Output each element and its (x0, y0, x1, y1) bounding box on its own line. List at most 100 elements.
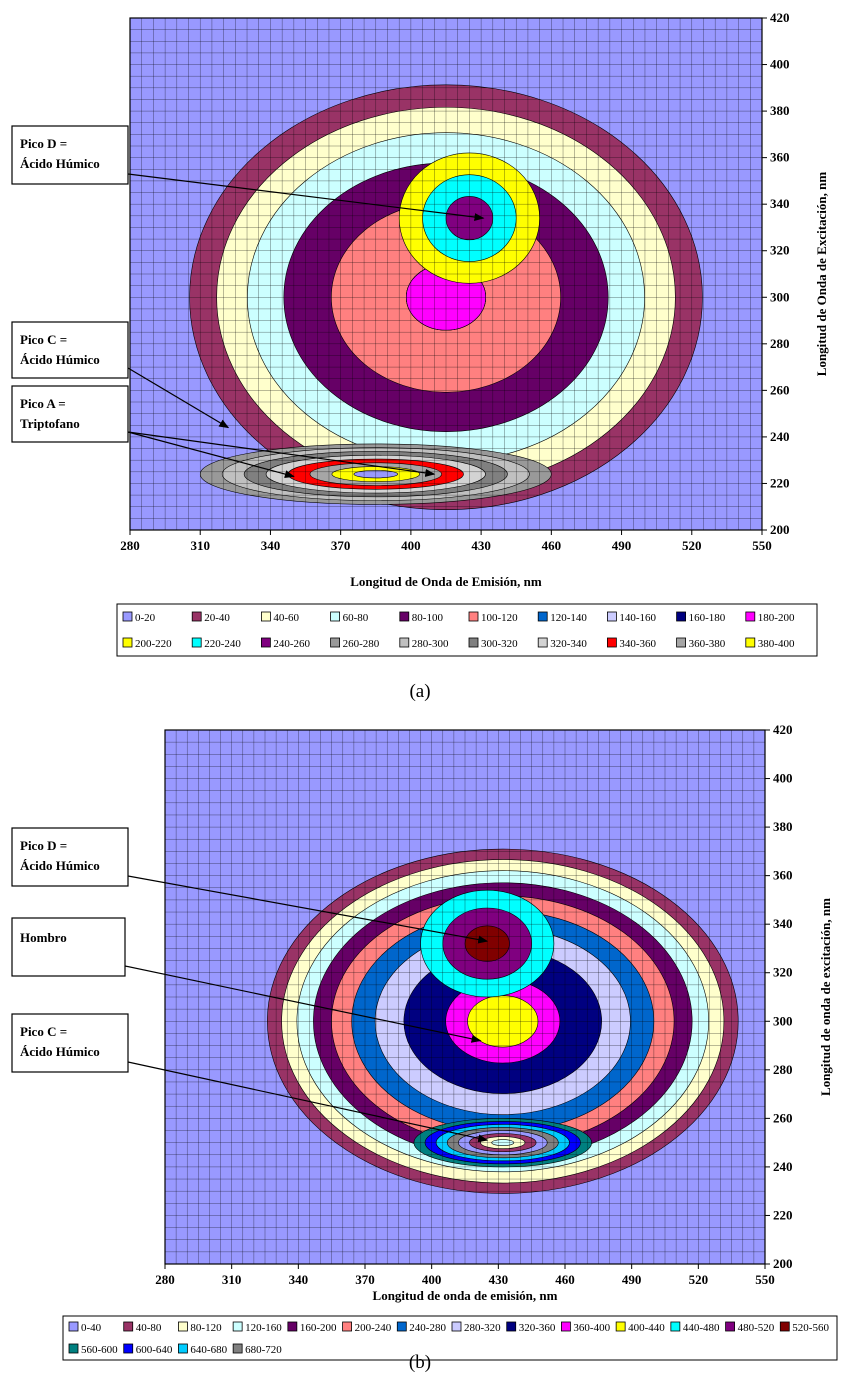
grid (165, 730, 765, 1264)
x-tick-label: 370 (355, 1272, 375, 1287)
annotation-text: Pico D = (20, 838, 67, 853)
legend-swatch (745, 637, 756, 648)
x-tick-label: 490 (612, 538, 632, 553)
legend-swatch (615, 1321, 626, 1332)
legend-label: 140-160 (619, 612, 656, 624)
annotation-text: Pico C = (20, 332, 67, 347)
y-tick-label: 420 (770, 10, 790, 25)
legend-swatch (468, 637, 479, 648)
legend-label: 160-200 (300, 1322, 337, 1334)
figure-caption: (b) (409, 1352, 431, 1373)
legend-swatch (123, 1321, 134, 1332)
legend-swatch (68, 1343, 79, 1354)
legend-label: 20-40 (204, 612, 230, 624)
annotation-box (11, 827, 129, 887)
legend-swatch (561, 1321, 571, 1332)
x-tick-label: 550 (752, 538, 772, 553)
annotation-arrow (127, 431, 436, 477)
y-tick-label: 320 (773, 965, 793, 980)
x-tick-label: 340 (289, 1272, 309, 1287)
figure-caption: (a) (409, 681, 430, 702)
legend-swatch (191, 637, 202, 648)
y-tick-label: 240 (773, 1159, 793, 1174)
legend-label: 240-260 (273, 638, 310, 650)
legend-label: 440-480 (683, 1322, 720, 1334)
y-tick-label: 200 (770, 522, 790, 537)
y-tick-label: 360 (773, 868, 793, 883)
y-axis-label: Longitud de onda de excitación, nm (818, 898, 833, 1096)
annotation-box (11, 917, 126, 977)
y-tick-label: 300 (773, 1013, 793, 1028)
annotation-text: Ácido Húmico (20, 858, 100, 873)
y-tick-label: 280 (773, 1062, 793, 1077)
legend-label: 320-360 (519, 1322, 556, 1334)
legend-swatch (779, 1321, 790, 1332)
legend-label: 520-560 (792, 1322, 829, 1334)
x-tick-label: 550 (755, 1272, 775, 1287)
y-tick-label: 400 (770, 57, 790, 72)
legend-swatch (68, 1321, 79, 1332)
y-tick-label: 340 (773, 916, 793, 931)
grid (130, 18, 762, 530)
x-tick-label: 310 (190, 538, 210, 553)
legend-label: 220-240 (204, 638, 241, 650)
y-tick-label: 360 (770, 150, 790, 165)
annotation-text: Hombro (20, 930, 67, 945)
legend-label: 600-640 (136, 1344, 173, 1356)
legend-label: 180-200 (758, 612, 795, 624)
y-tick-label: 320 (770, 243, 790, 258)
legend-label: 100-120 (481, 612, 518, 624)
y-tick-label: 280 (770, 336, 790, 351)
annotation-text: Ácido Húmico (20, 156, 100, 171)
annotation-arrow (127, 367, 230, 429)
legend-swatch (123, 1343, 134, 1354)
legend-label: 120-160 (245, 1322, 282, 1334)
legend-swatch (468, 611, 479, 622)
x-tick-label: 490 (622, 1272, 642, 1287)
legend-label: 80-100 (412, 612, 444, 624)
y-tick-label: 200 (773, 1256, 793, 1271)
x-tick-label: 310 (222, 1272, 242, 1287)
legend-swatch (122, 637, 133, 648)
annotation-arrow (127, 431, 295, 479)
legend-swatch (725, 1321, 735, 1332)
legend-label: 40-80 (136, 1322, 162, 1334)
annotation-text: Pico A = (20, 396, 66, 411)
y-tick-label: 420 (773, 722, 793, 737)
legend-label: 560-600 (81, 1344, 118, 1356)
legend-swatch (670, 1321, 681, 1332)
legend-swatch (537, 637, 548, 648)
y-tick-label: 380 (770, 103, 790, 118)
legend-swatch (191, 611, 202, 622)
legend-label: 40-60 (273, 612, 299, 624)
legend-swatch (122, 611, 133, 622)
x-tick-label: 430 (471, 538, 491, 553)
legend-label: 280-320 (464, 1322, 501, 1334)
legend-swatch (232, 1343, 243, 1354)
legend-swatch (330, 611, 341, 622)
y-tick-label: 240 (770, 429, 790, 444)
legend-label: 340-360 (619, 638, 656, 650)
legend-swatch (178, 1321, 188, 1332)
legend-label: 60-80 (343, 612, 369, 624)
annotation-box (11, 321, 129, 379)
legend-swatch (178, 1343, 188, 1354)
legend-swatch (676, 611, 686, 622)
x-tick-label: 340 (261, 538, 281, 553)
legend-box (116, 603, 818, 657)
y-tick-label: 340 (770, 196, 790, 211)
y-tick-label: 220 (770, 475, 790, 490)
legend-swatch (399, 611, 410, 622)
legend-swatch (607, 611, 617, 622)
annotation-text: Pico C = (20, 1024, 67, 1039)
x-tick-label: 400 (422, 1272, 442, 1287)
annotation-arrow (127, 1061, 489, 1143)
legend-label: 640-680 (190, 1344, 227, 1356)
legend-swatch (506, 1321, 517, 1332)
legend-label: 80-120 (190, 1322, 222, 1334)
y-tick-label: 260 (773, 1110, 793, 1125)
legend-label: 360-380 (689, 638, 726, 650)
legend-swatch (396, 1321, 407, 1332)
x-tick-label: 460 (542, 538, 562, 553)
